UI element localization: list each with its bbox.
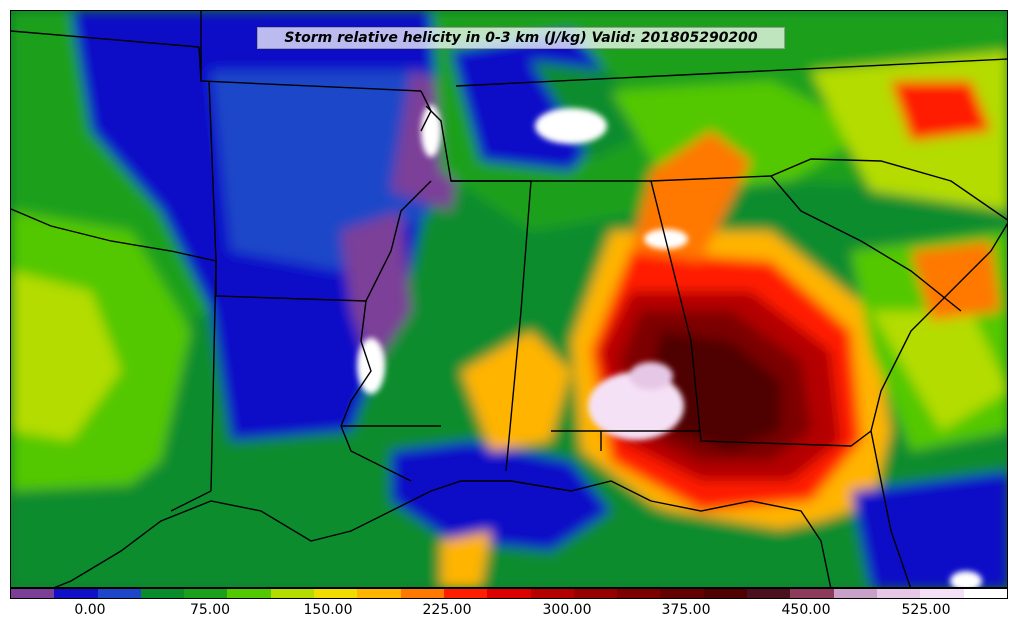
colorbar-segment [876,589,921,598]
colorbar-tick-label: 0.00 [74,602,106,618]
colorbar-segment [11,589,55,598]
colorbar-segment [184,589,228,598]
colorbar-segment [314,589,358,598]
map-canvas [11,11,1007,587]
colorbar-segment [357,589,401,598]
colorbar-segment [963,589,1007,598]
helicity-field [11,11,1007,587]
colorbar-segment [660,589,704,598]
colorbar-segment [54,589,98,598]
colorbar-segment [400,589,444,598]
colorbar-segment [270,589,315,598]
colorbar-segment [617,589,661,598]
colorbar-segment [833,589,877,598]
colorbar [10,588,1008,599]
colorbar-segment [140,589,185,598]
colorbar-segment [747,589,791,598]
colorbar-tick-label: 75.00 [189,602,231,618]
colorbar-segment [703,589,748,598]
colorbar-tick-label: 300.00 [542,602,592,618]
helicity-maxima [357,105,982,587]
colorbar-segment [530,589,574,598]
state-boundaries [11,11,1007,587]
map-title: Storm relative helicity in 0-3 km (J/kg)… [284,30,758,46]
colorbar-segment [790,589,834,598]
map-title-box: Storm relative helicity in 0-3 km (J/kg)… [257,27,785,49]
colorbar-tick-label: 150.00 [303,602,353,618]
colorbar-tick-label: 525.00 [901,602,951,618]
colorbar-segment [573,589,618,598]
helicity-map: Storm relative helicity in 0-3 km (J/kg)… [10,10,1008,588]
colorbar-segment [487,589,531,598]
colorbar-segment [97,589,141,598]
colorbar-segment [227,589,271,598]
colorbar-tick-label: 375.00 [661,602,711,618]
colorbar-tick-label: 225.00 [422,602,472,618]
colorbar-segment [443,589,488,598]
colorbar-segment [920,589,964,598]
colorbar-tick-label: 450.00 [781,602,831,618]
